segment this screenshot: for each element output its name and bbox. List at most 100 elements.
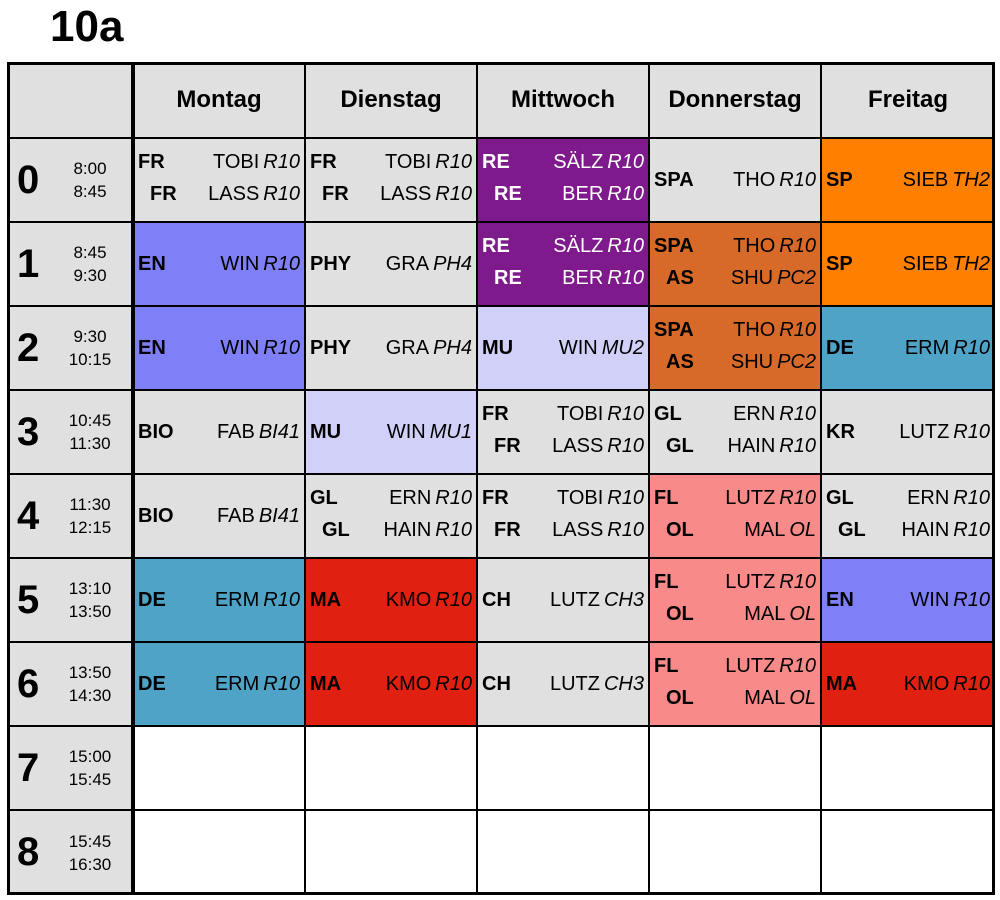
subject-code: GL (310, 487, 338, 509)
timetable-grid: Montag Dienstag Mittwoch Donnerstag Freitag 0… (7, 62, 995, 895)
subject-code: GL (654, 403, 682, 425)
lesson-entry: FL LUTZ R10 (654, 483, 816, 513)
subject-code: MU (310, 421, 342, 443)
grid-line-horizontal (7, 62, 995, 65)
lesson-cell (133, 810, 305, 895)
room-code: R10 (953, 487, 990, 509)
lesson-entry: EN WIN R10 (138, 222, 300, 306)
subject-code: SPA (654, 235, 694, 257)
lesson-entry: BIO FAB BI41 (138, 474, 300, 558)
grid-line-horizontal (7, 137, 995, 139)
period-start-time: 13:10 (68, 579, 112, 598)
lesson-cell: GL ERN R10 GL HAIN R10 (649, 390, 821, 474)
subject-code: EN (138, 253, 166, 275)
period-times: 8:45 9:30 (63, 222, 117, 306)
teacher-code: LUTZ (899, 421, 950, 443)
lesson-cell: CH LUTZ CH3 (477, 558, 649, 642)
lesson-entry: FR TOBI R10 (482, 483, 644, 513)
lesson-entry: SP SIEB TH2 (826, 138, 990, 222)
header-corner (7, 62, 133, 138)
subject-code: OL (666, 687, 694, 709)
lesson-cell: DE ERM R10 (133, 558, 305, 642)
lesson-cell: MU WIN MU1 (305, 390, 477, 474)
lesson-cell: CH LUTZ CH3 (477, 642, 649, 726)
lesson-entry: OL MAL OL (654, 515, 816, 545)
teacher-code: MAL (744, 603, 786, 625)
subject-code: AS (666, 267, 694, 289)
period-start-time: 9:30 (73, 327, 107, 346)
lesson-entry: FR TOBI R10 (482, 399, 644, 429)
lesson-entry: EN WIN R10 (138, 306, 300, 390)
lesson-cell: EN WIN R10 (133, 222, 305, 306)
lesson-entry: KR LUTZ R10 (826, 390, 990, 474)
lesson-cell: PHY GRA PH4 (305, 222, 477, 306)
lesson-cell (133, 726, 305, 810)
period-number: 7 (17, 745, 40, 790)
teacher-code: SHU (730, 267, 774, 289)
lesson-cell: MU WIN MU2 (477, 306, 649, 390)
room-code: R10 (607, 183, 644, 205)
subject-code: DE (138, 589, 166, 611)
lesson-entry: FR LASS R10 (482, 515, 644, 545)
room-code: R10 (263, 253, 300, 275)
teacher-code: SHU (730, 351, 774, 373)
lesson-entry: PHY GRA PH4 (310, 222, 472, 306)
teacher-code: WIN (558, 337, 598, 359)
lesson-entry: RE BER R10 (482, 179, 644, 209)
subject-code: DE (826, 337, 854, 359)
teacher-code: ERN (389, 487, 432, 509)
lesson-cell: MA KMO R10 (821, 642, 995, 726)
room-code: R10 (953, 673, 990, 695)
lesson-cell (649, 726, 821, 810)
lesson-cell (477, 810, 649, 895)
room-code: R10 (435, 151, 472, 173)
subject-code: FR (494, 519, 521, 541)
teacher-code: TOBI (556, 403, 604, 425)
teacher-code: HAIN (727, 435, 776, 457)
room-code: R10 (435, 673, 472, 695)
subject-code: MA (310, 673, 342, 695)
period-end-time: 8:45 (73, 182, 107, 201)
lesson-cell (821, 726, 995, 810)
grid-line-horizontal (7, 725, 995, 727)
teacher-code: LASS (552, 519, 604, 541)
teacher-code: THO (733, 319, 776, 341)
room-code: R10 (779, 235, 816, 257)
subject-code: CH (482, 673, 511, 695)
subject-code: FR (482, 403, 509, 425)
teacher-code: LASS (208, 183, 260, 205)
teacher-code: LUTZ (725, 487, 776, 509)
teacher-code: ERM (214, 589, 260, 611)
room-code: PC2 (777, 267, 816, 289)
subject-code: DE (138, 673, 166, 695)
room-code: OL (789, 519, 816, 541)
teacher-code: ERN (907, 487, 950, 509)
teacher-code: MAL (744, 687, 786, 709)
period-end-time: 10:15 (68, 350, 112, 369)
subject-code: FR (138, 151, 165, 173)
period-end-time: 11:30 (69, 434, 111, 453)
room-code: R10 (607, 435, 644, 457)
lesson-entry: DE ERM R10 (138, 642, 300, 726)
lesson-cell: GL ERN R10 GL HAIN R10 (305, 474, 477, 558)
teacher-code: TOBI (212, 151, 260, 173)
teacher-code: BER (562, 267, 604, 289)
room-code: R10 (953, 421, 990, 443)
teacher-code: WIN (220, 253, 260, 275)
lesson-entry: FR TOBI R10 (310, 147, 472, 177)
lesson-entry: MU WIN MU2 (482, 306, 644, 390)
lesson-cell: FR TOBI R10 FR LASS R10 (305, 138, 477, 222)
subject-code: MA (310, 589, 342, 611)
subject-code: BIO (138, 505, 174, 527)
lesson-cell: SP SIEB TH2 (821, 138, 995, 222)
grid-line-horizontal (7, 809, 995, 811)
period-number: 4 (17, 493, 40, 538)
lesson-entry: SPA THO R10 (654, 138, 816, 222)
lesson-entry: RE BER R10 (482, 263, 644, 293)
period-cell: 3 10:45 11:30 (7, 390, 133, 474)
period-times: 15:00 15:45 (63, 726, 117, 810)
lesson-entry: SPA THO R10 (654, 231, 816, 261)
grid-line-vertical (820, 62, 822, 895)
teacher-code: KMO (385, 589, 432, 611)
lesson-entry: MA KMO R10 (310, 558, 472, 642)
